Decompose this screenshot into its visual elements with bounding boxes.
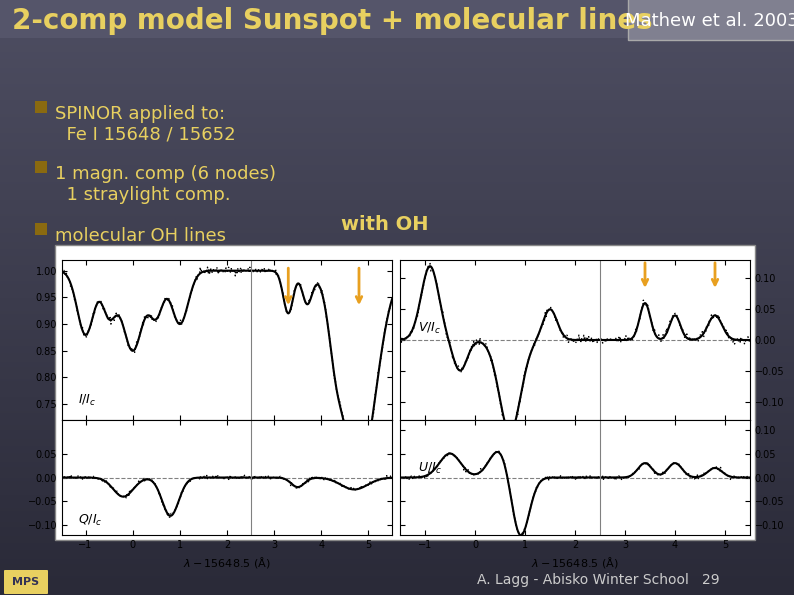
- Text: 2-comp model Sunspot + molecular lines: 2-comp model Sunspot + molecular lines: [12, 7, 653, 35]
- Text: $Q/I_c$: $Q/I_c$: [79, 512, 103, 528]
- Text: MPS: MPS: [13, 577, 40, 587]
- FancyBboxPatch shape: [35, 101, 47, 113]
- FancyBboxPatch shape: [4, 570, 48, 594]
- Text: Mathew et al. 2003: Mathew et al. 2003: [625, 12, 794, 30]
- FancyBboxPatch shape: [35, 161, 47, 173]
- X-axis label: $\lambda - 15648.5$ (Å): $\lambda - 15648.5$ (Å): [183, 555, 271, 571]
- Text: SPINOR applied to:
  Fe I 15648 / 15652: SPINOR applied to: Fe I 15648 / 15652: [55, 105, 236, 144]
- X-axis label: $\lambda - 15648.5$ (Å): $\lambda - 15648.5$ (Å): [531, 555, 619, 571]
- Text: $I/I_c$: $I/I_c$: [79, 393, 97, 408]
- FancyBboxPatch shape: [628, 0, 794, 40]
- Text: $U/I_c$: $U/I_c$: [418, 461, 441, 476]
- Text: A. Lagg - Abisko Winter School   29: A. Lagg - Abisko Winter School 29: [477, 573, 720, 587]
- FancyBboxPatch shape: [55, 245, 755, 540]
- Text: $V/I_c$: $V/I_c$: [418, 321, 441, 336]
- FancyBboxPatch shape: [35, 223, 47, 235]
- Text: molecular OH lines: molecular OH lines: [55, 227, 226, 245]
- Text: 1 magn. comp (6 nodes)
  1 straylight comp.: 1 magn. comp (6 nodes) 1 straylight comp…: [55, 165, 276, 204]
- Text: with OH: with OH: [341, 215, 429, 234]
- FancyBboxPatch shape: [0, 0, 630, 38]
